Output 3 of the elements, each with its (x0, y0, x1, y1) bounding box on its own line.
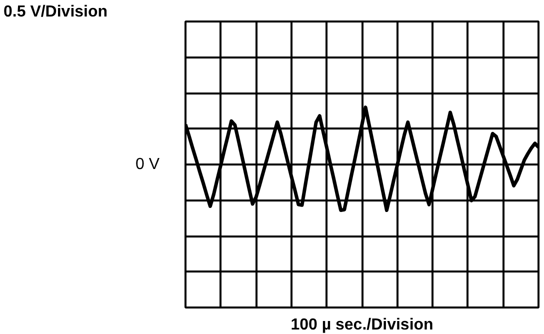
text: 0 V (135, 156, 160, 173)
text: 100 µ sec./Division (290, 316, 434, 334)
text: 0.5 V/Division (4, 4, 108, 20)
